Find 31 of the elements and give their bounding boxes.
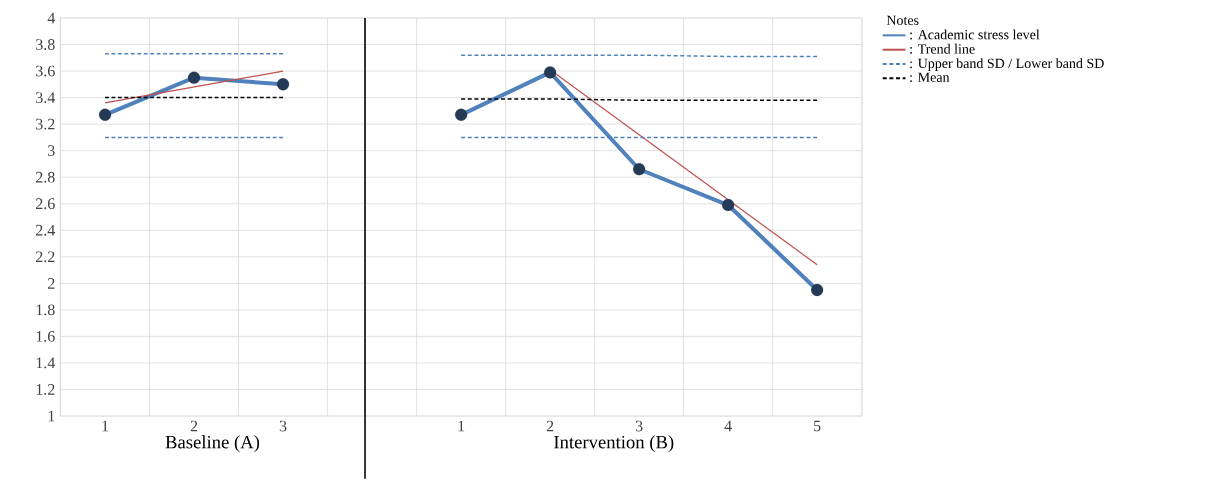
x-tick-label: 1 (102, 420, 109, 432)
x-axis-title: Baseline (A) (165, 435, 260, 453)
y-tick-label: 3.6 (36, 65, 55, 77)
x-tick-label: 3 (635, 420, 643, 432)
y-tick-label: 3 (48, 145, 55, 157)
y-tick-label: 2.2 (36, 251, 55, 263)
x-tick-label: 4 (724, 420, 732, 432)
y-tick-label: 2.4 (36, 224, 56, 236)
legend-label: : Mean (910, 72, 950, 82)
y-tick-label: 3.4 (36, 92, 56, 104)
y-tick-label: 1.2 (36, 384, 55, 395)
y-tick-label: 2.6 (36, 198, 55, 210)
legend-label: : Upper band SD / Lower band SD (910, 58, 1104, 71)
y-tick-label: 4 (47, 12, 56, 24)
x-tick-label: 2 (190, 420, 198, 432)
y-tick-label: 1.4 (36, 357, 56, 369)
legend-title: Notes (886, 15, 919, 25)
x-tick-label: 5 (814, 420, 821, 432)
legend-label: : Academic stress level (910, 29, 1040, 40)
y-tick-label: 1 (48, 410, 55, 422)
y-tick-label: 1.8 (36, 304, 55, 316)
y-tick-label: 2.8 (36, 171, 55, 183)
y-tick-label: 2 (48, 278, 55, 289)
x-tick-label: 1 (458, 420, 465, 432)
y-tick-label: 3.8 (36, 39, 55, 50)
x-tick-label: 2 (546, 420, 554, 432)
legend-label: : Trend line (910, 43, 975, 54)
y-tick-label: 3.2 (36, 118, 55, 130)
x-tick-label: 3 (279, 420, 287, 432)
y-tick-label: 1.6 (36, 330, 55, 342)
x-axis-title: Intervention (B) (554, 435, 674, 453)
